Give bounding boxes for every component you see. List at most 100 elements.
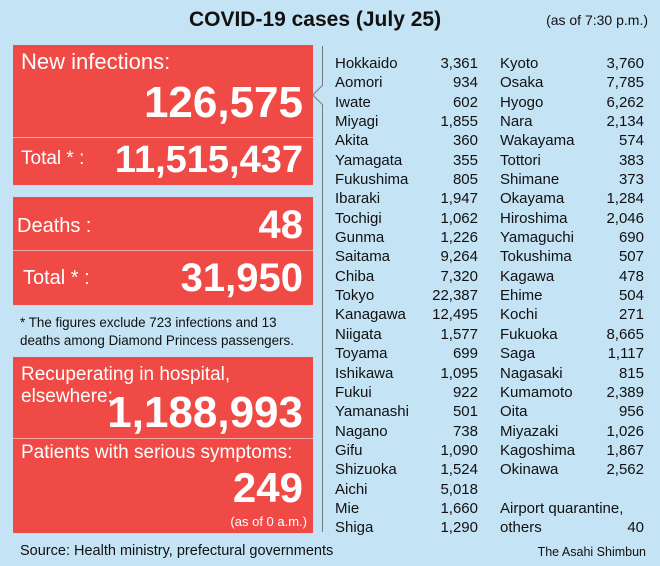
prefecture-name: Akita — [335, 132, 369, 150]
table-row: Saga 1,117 — [500, 344, 644, 363]
prefecture-name: Kagoshima — [500, 441, 576, 459]
prefecture-name: Kumamoto — [500, 383, 573, 401]
table-row: Kanagawa 12,495 — [335, 305, 478, 324]
case-count: 507 — [618, 248, 644, 266]
prefecture-name: Kochi — [500, 306, 538, 324]
case-count: 501 — [452, 403, 478, 421]
case-count: 6,262 — [606, 93, 644, 111]
table-row: Shizuoka 1,524 — [335, 460, 478, 479]
case-count: 1,867 — [606, 441, 644, 459]
table-row: Okayama 1,284 — [500, 189, 644, 208]
table-row: Miyagi 1,855 — [335, 112, 478, 131]
prefecture-name: Tottori — [500, 151, 541, 169]
prefecture-name: Gunma — [335, 229, 385, 247]
table-row: Tokushima 507 — [500, 247, 644, 266]
table-row: Airport quarantine, — [500, 499, 644, 518]
footnote-line: deaths among Diamond Princess passengers… — [20, 333, 294, 348]
case-count: 373 — [618, 171, 644, 189]
case-count: 815 — [618, 364, 644, 382]
prefecture-name: Miyagi — [335, 113, 379, 131]
table-row: Wakayama 574 — [500, 131, 644, 150]
case-count: 40 — [627, 519, 644, 537]
prefecture-name: Niigata — [335, 325, 382, 343]
table-row: Hiroshima 2,046 — [500, 209, 644, 228]
prefecture-name: Okayama — [500, 190, 565, 208]
prefecture-name: Nara — [500, 113, 533, 131]
prefecture-name: Okinawa — [500, 461, 559, 479]
footnote-line: * The figures exclude 723 infections and… — [20, 315, 277, 330]
table-row: Shiga 1,290 — [335, 518, 478, 537]
table-row: Ibaraki 1,947 — [335, 189, 478, 208]
case-count: 504 — [618, 287, 644, 305]
case-count: 271 — [618, 306, 644, 324]
prefecture-name: Yamanashi — [335, 403, 409, 421]
case-count: 383 — [618, 151, 644, 169]
table-row: Mie 1,660 — [335, 499, 478, 518]
table-row: Kochi 271 — [500, 305, 644, 324]
case-count: 574 — [618, 132, 644, 150]
new-infections-value: 126,575 — [143, 78, 303, 127]
case-count: 1,524 — [440, 461, 478, 479]
case-count: 2,134 — [606, 113, 644, 131]
prefecture-name: Kyoto — [500, 55, 539, 72]
table-row: Aichi 5,018 — [335, 480, 478, 499]
case-count: 3,760 — [606, 55, 644, 72]
case-count: 7,320 — [440, 267, 478, 285]
table-row: Miyazaki 1,026 — [500, 422, 644, 441]
table-row: Aomori 934 — [335, 73, 478, 92]
prefecture-name: Wakayama — [500, 132, 575, 150]
page-title: COVID-19 cases (July 25) — [188, 8, 442, 31]
case-count: 3,361 — [440, 55, 478, 72]
separator-line — [322, 46, 323, 532]
credit-text: The Asahi Shimbun — [537, 545, 646, 559]
table-row: Ehime 504 — [500, 286, 644, 305]
table-row: Tottori 383 — [500, 151, 644, 170]
table-row: Akita 360 — [335, 131, 478, 150]
table-row: Gunma 1,226 — [335, 228, 478, 247]
case-count: 1,284 — [606, 190, 644, 208]
case-count: 699 — [452, 345, 478, 363]
table-row: Kagoshima 1,867 — [500, 441, 644, 460]
new-infections-panel: New infections: 126,575 Total * : 11,515… — [13, 45, 313, 185]
table-row: Kyoto 3,760 — [500, 54, 644, 73]
prefecture-name: Chiba — [335, 267, 375, 285]
deaths-label: Deaths : — [17, 215, 92, 237]
prefecture-name: Hokkaido — [335, 55, 398, 72]
case-count: 12,495 — [432, 306, 478, 324]
table-row: Nagano 738 — [335, 422, 478, 441]
table-row: Osaka 7,785 — [500, 73, 644, 92]
case-count: 1,577 — [440, 325, 478, 343]
case-count: 934 — [452, 74, 478, 92]
table-row: Tochigi 1,062 — [335, 209, 478, 228]
case-count: 9,264 — [440, 248, 478, 266]
divider — [13, 250, 313, 251]
table-row: Iwate 602 — [335, 93, 478, 112]
prefecture-name: Ibaraki — [335, 190, 381, 208]
table-row: Tokyo 22,387 — [335, 286, 478, 305]
case-count: 5,018 — [440, 480, 478, 498]
case-count: 7,785 — [606, 74, 644, 92]
case-count: 738 — [452, 422, 478, 440]
case-count: 8,665 — [606, 325, 644, 343]
case-count: 1,090 — [440, 441, 478, 459]
footnote: * The figures exclude 723 infections and… — [20, 314, 294, 350]
prefecture-name: Tokushima — [500, 248, 572, 266]
table-row: Okinawa 2,562 — [500, 460, 644, 479]
prefecture-name: Osaka — [500, 74, 544, 92]
serious-note: (as of 0 a.m.) — [230, 514, 307, 529]
case-count: 1,855 — [440, 113, 478, 131]
prefecture-name: Hyogo — [500, 93, 544, 111]
prefecture-name: Yamagata — [335, 151, 403, 169]
prefecture-name: Saga — [500, 345, 536, 363]
table-row: Saitama 9,264 — [335, 247, 478, 266]
table-row: Nagasaki 815 — [500, 364, 644, 383]
prefecture-name: Shizuoka — [335, 461, 397, 479]
prefecture-name: Gifu — [335, 441, 363, 459]
total-deaths-label: Total * : — [23, 267, 90, 289]
recuperating-value: 1,188,993 — [107, 388, 303, 437]
prefecture-name: Oita — [500, 403, 528, 421]
new-infections-label: New infections: — [21, 49, 171, 74]
prefecture-name: Nagasaki — [500, 364, 563, 382]
prefecture-name: Aomori — [335, 74, 383, 92]
table-row: Hokkaido 3,361 — [335, 54, 478, 73]
